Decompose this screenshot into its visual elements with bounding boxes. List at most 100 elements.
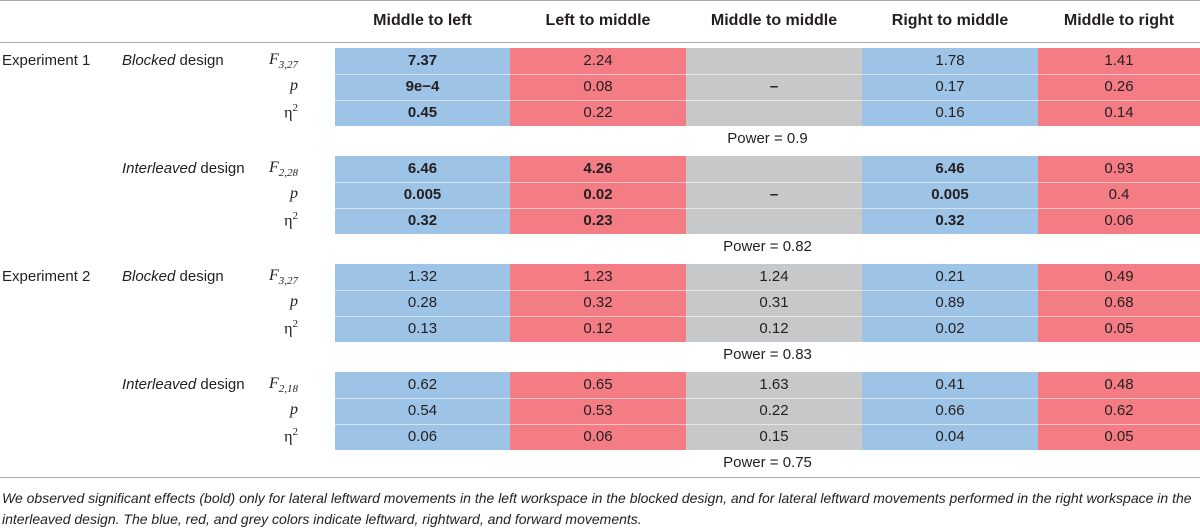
table-cell-value: 0.54 [407, 402, 438, 419]
cell-background-blue [335, 48, 510, 126]
design-name: Blocked [122, 268, 176, 285]
table-cell-value: 0.32 [583, 294, 613, 311]
results-table: Middle to left Left to middle Middle to mi… [0, 0, 1200, 478]
cell-background-blue [862, 372, 1038, 450]
table-cell-value: 0.53 [583, 402, 613, 419]
f-statistic-label: F3,27 [258, 51, 298, 71]
cell-background-grey [686, 156, 862, 234]
table-cell-value: 0.65 [583, 376, 613, 393]
table-cell-value: 0.05 [1104, 428, 1134, 445]
table-cell-value: 0.16 [935, 104, 965, 121]
table-cell-value: 0.62 [1104, 402, 1134, 419]
f-statistic-label: F3,27 [258, 267, 298, 287]
table-cell-value: 6.46 [935, 160, 965, 177]
not-applicable-dash: – [769, 186, 779, 203]
table-cell-value: 0.26 [1104, 78, 1134, 95]
design-label: Interleaved design [122, 376, 245, 393]
table-cell-value: 1.32 [407, 268, 438, 285]
experiment-label: Experiment 2 [2, 268, 91, 285]
table-cell-value: 0.06 [407, 428, 438, 445]
cell-background-grey [686, 264, 862, 342]
table-cell-value: 4.26 [583, 160, 613, 177]
table-cell-value: 1.78 [935, 52, 965, 69]
cell-background-grey [686, 48, 862, 126]
design-name: Interleaved [122, 160, 197, 177]
row-separator [335, 316, 1200, 317]
cell-background-red [510, 156, 686, 234]
table-cell-value: 0.49 [1104, 268, 1134, 285]
table-cell-value: 0.06 [1104, 212, 1134, 229]
table-cell-value: 0.32 [935, 212, 965, 229]
eta-symbol: η [284, 320, 293, 338]
eta-symbol: η [284, 212, 293, 230]
cell-background-blue [335, 156, 510, 234]
cell-background-red [1038, 48, 1200, 126]
design-suffix: design [196, 160, 245, 177]
experiment-label: Experiment 1 [2, 52, 91, 69]
f-letter: F [268, 159, 279, 176]
cell-background-blue [862, 264, 1038, 342]
eta-squared-label: η2 [258, 318, 298, 338]
table-cell-value: 0.48 [1104, 376, 1134, 393]
table-cell-value: 6.46 [407, 160, 438, 177]
header-rule [0, 42, 1200, 43]
eta-symbol: η [284, 428, 293, 446]
table-cell-value: 0.89 [935, 294, 965, 311]
table-cell-value: 9e−4 [405, 78, 440, 95]
table-cell-value: 0.68 [1104, 294, 1134, 311]
squared-superscript: 2 [292, 210, 299, 222]
squared-superscript: 2 [292, 426, 299, 438]
table-cell-value: 0.14 [1104, 104, 1134, 121]
f-letter: F [268, 267, 279, 284]
power-value: Power = 0.82 [723, 238, 812, 255]
row-separator [335, 182, 1200, 183]
row-separator [335, 74, 1200, 75]
table-cell-value: 1.41 [1104, 52, 1134, 69]
f-degrees-of-freedom: 3,27 [278, 275, 298, 288]
table-cell-value: 0.06 [583, 428, 613, 445]
column-header: Right to middle [891, 12, 1009, 29]
not-applicable-dash: – [769, 78, 779, 95]
power-value: Power = 0.9 [727, 130, 808, 147]
f-degrees-of-freedom: 2,18 [278, 383, 298, 396]
table-cell-value: 2.24 [583, 52, 613, 69]
design-name: Blocked [122, 52, 176, 69]
column-header: Left to middle [545, 12, 651, 29]
design-suffix: design [196, 376, 245, 393]
p-value-label: p [290, 185, 298, 202]
table-cell-value: 0.4 [1108, 186, 1130, 203]
table-cell-value: 0.66 [935, 402, 965, 419]
cell-background-red [510, 48, 686, 126]
design-label: Interleaved design [122, 160, 245, 177]
table-cell-value: 0.15 [759, 428, 789, 445]
p-value-label: p [290, 401, 298, 418]
cell-background-blue [335, 264, 510, 342]
row-separator [335, 424, 1200, 425]
squared-superscript: 2 [292, 318, 299, 330]
table-cell-value: 1.23 [583, 268, 613, 285]
f-degrees-of-freedom: 3,27 [278, 59, 298, 72]
bottom-rule [0, 477, 1200, 478]
f-statistic-label: F2,18 [258, 375, 298, 395]
cell-background-red [510, 264, 686, 342]
p-value-label: p [290, 77, 298, 94]
table-cell-value: 0.22 [759, 402, 789, 419]
design-label: Blocked design [122, 52, 224, 69]
table-cell-value: 0.12 [583, 320, 613, 337]
table-cell-value: 0.005 [931, 186, 969, 203]
table-cell-value: 0.22 [583, 104, 613, 121]
column-header: Middle to left [373, 12, 472, 29]
f-letter: F [268, 375, 279, 392]
column-header: Middle to right [1063, 12, 1175, 29]
f-degrees-of-freedom: 2,28 [278, 167, 298, 180]
table-cell-value: 0.08 [583, 78, 613, 95]
cell-background-red [1038, 264, 1200, 342]
table-cell-value: 0.04 [935, 428, 965, 445]
table-cell-value: 0.02 [583, 186, 613, 203]
table-cell-value: 0.17 [935, 78, 965, 95]
table-cell-value: 0.31 [759, 294, 789, 311]
table-cell-value: 0.93 [1104, 160, 1134, 177]
design-suffix: design [175, 268, 224, 285]
f-letter: F [268, 51, 279, 68]
row-separator [335, 100, 1200, 101]
